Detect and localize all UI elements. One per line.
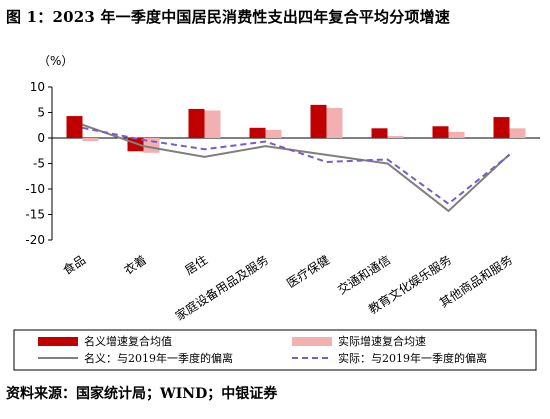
- figure-title: 图 1：2023 年一季度中国居民消费性支出四年复合平均分项增速: [6, 8, 451, 26]
- legend-real-bar-label: 实际增速复合均速: [338, 334, 426, 348]
- nominal-deviation-line: [82, 123, 511, 213]
- real-growth-bar: [82, 138, 99, 142]
- category-label: 交通和通信: [335, 252, 394, 297]
- real-growth-bar: [326, 107, 343, 138]
- legend-real-line-label: 实际：与2019年一季度的偏离: [338, 351, 487, 365]
- legend-nominal-line-label: 名义：与2019年一季度的偏离: [84, 351, 233, 365]
- real-growth-bar: [387, 135, 404, 138]
- y-tick-label: 10: [30, 80, 45, 94]
- nominal-growth-bar: [188, 108, 205, 138]
- nominal-growth-bar: [371, 128, 388, 138]
- y-tick-label: -5: [33, 157, 45, 171]
- y-tick-label: 0: [37, 131, 45, 145]
- category-label: 医疗保健: [284, 253, 332, 291]
- y-tick-label: 5: [37, 106, 45, 120]
- y-unit-label: （%）: [38, 54, 74, 68]
- y-tick-label: -20: [25, 233, 45, 247]
- legend-nominal-bar-label: 名义增速复合均值: [84, 334, 172, 348]
- source-note: 资料来源：国家统计局；WIND；中银证券: [6, 386, 278, 402]
- y-tick-label: -15: [25, 208, 45, 222]
- nominal-growth-bar: [432, 126, 449, 138]
- real-deviation-line: [82, 126, 511, 206]
- category-label: 食品: [60, 252, 88, 278]
- legend-nominal-bar-swatch: [38, 337, 78, 346]
- legend-real-bar-swatch: [292, 337, 332, 346]
- nominal-growth-bar: [249, 127, 266, 138]
- legend-frame: [13, 329, 537, 371]
- nominal-growth-bar: [310, 104, 327, 138]
- real-growth-bar: [204, 110, 221, 138]
- nominal-growth-bar: [66, 116, 83, 138]
- real-growth-bar: [509, 128, 526, 138]
- real-growth-bar: [448, 131, 465, 138]
- y-tick-label: -10: [25, 182, 45, 196]
- category-label: 衣着: [121, 252, 149, 278]
- nominal-growth-bar: [493, 117, 510, 138]
- category-label: 居住: [182, 253, 210, 278]
- real-growth-bar: [265, 129, 282, 138]
